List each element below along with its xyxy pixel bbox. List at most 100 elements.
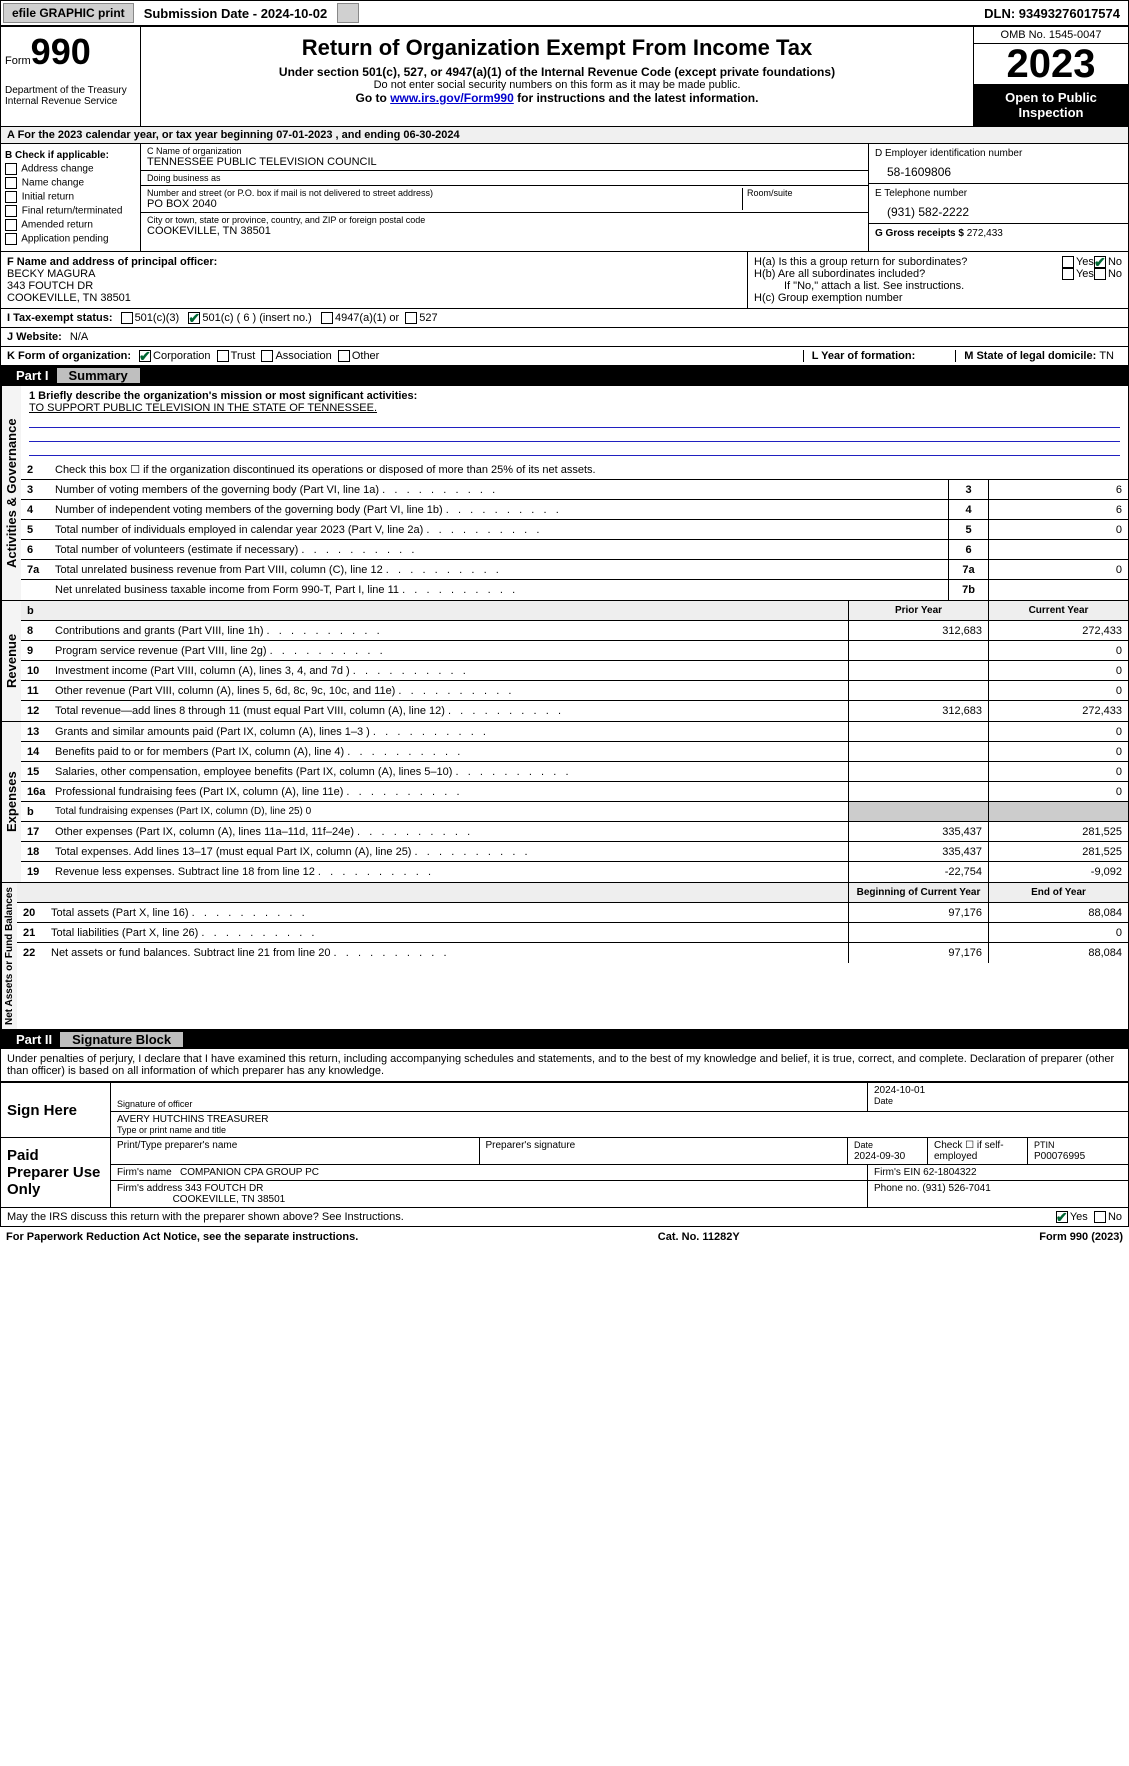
application-pending-label: Application pending	[21, 234, 108, 245]
firm-ein: 62-1804322	[923, 1167, 976, 1178]
org-name-label: C Name of organization	[147, 146, 862, 156]
prep-selfemp: Check ☐ if self-employed	[928, 1138, 1028, 1164]
footer-center: Cat. No. 11282Y	[658, 1231, 740, 1243]
501c-checkbox[interactable]	[188, 312, 200, 324]
city-label: City or town, state or province, country…	[147, 215, 862, 225]
name-change-label: Name change	[22, 178, 84, 189]
other-checkbox[interactable]	[338, 350, 350, 362]
501c3-label: 501(c)(3)	[135, 312, 180, 324]
net-vlabel: Net Assets or Fund Balances	[1, 883, 17, 1029]
sig-date: 2024-10-01	[874, 1085, 1122, 1096]
tel-label: E Telephone number	[875, 188, 1122, 199]
governance-vlabel: Activities & Governance	[1, 386, 21, 600]
amended-return-checkbox[interactable]	[5, 219, 17, 231]
527-checkbox[interactable]	[405, 312, 417, 324]
firm-name: COMPANION CPA GROUP PC	[180, 1167, 319, 1178]
tax-exempt-line: I Tax-exempt status: 501(c)(3) 501(c) ( …	[0, 309, 1129, 328]
mission-line1	[29, 414, 1120, 428]
expense-row: bTotal fundraising expenses (Part IX, co…	[21, 802, 1128, 822]
efile-button[interactable]: efile GRAPHIC print	[3, 3, 134, 23]
footer: For Paperwork Reduction Act Notice, see …	[0, 1227, 1129, 1247]
revenue-row: 10Investment income (Part VIII, column (…	[21, 661, 1128, 681]
initial-return-checkbox[interactable]	[5, 191, 17, 203]
begin-year-header: Beginning of Current Year	[848, 883, 988, 902]
hb-no-checkbox[interactable]	[1094, 268, 1106, 280]
part2-title: Signature Block	[60, 1032, 183, 1047]
officer-addr1: 343 FOUTCH DR	[7, 280, 741, 292]
part1-body: Activities & Governance 1 Briefly descri…	[0, 385, 1129, 1030]
address-change-checkbox[interactable]	[5, 163, 17, 175]
corp-label: Corporation	[153, 350, 210, 362]
room-label: Room/suite	[747, 188, 862, 198]
net-row: 22Net assets or fund balances. Subtract …	[17, 943, 1128, 963]
rev-b: b	[21, 605, 51, 617]
final-return-checkbox[interactable]	[5, 205, 17, 217]
prep-sig-label: Preparer's signature	[480, 1138, 849, 1164]
tax-year: 2023	[974, 44, 1128, 84]
ha-no: No	[1108, 256, 1122, 268]
ha-yes: Yes	[1076, 256, 1094, 268]
end-year-header: End of Year	[988, 883, 1128, 902]
hb-label: H(b) Are all subordinates included?	[754, 268, 1062, 280]
gross-value: 272,433	[967, 228, 1003, 239]
open-inspection: Open to Public Inspection	[974, 84, 1128, 126]
addr-label: Number and street (or P.O. box if mail i…	[147, 188, 742, 198]
firm-label: Firm's name	[117, 1167, 172, 1178]
officer-name: BECKY MAGURA	[7, 268, 741, 280]
website-line: J Website: N/A	[0, 328, 1129, 347]
application-pending-checkbox[interactable]	[5, 233, 17, 245]
501c3-checkbox[interactable]	[121, 312, 133, 324]
irs-link[interactable]: www.irs.gov/Form990	[390, 91, 514, 105]
prior-year-header: Prior Year	[848, 601, 988, 620]
final-return-label: Final return/terminated	[22, 206, 123, 217]
net-row: 21Total liabilities (Part X, line 26)0	[17, 923, 1128, 943]
trust-checkbox[interactable]	[217, 350, 229, 362]
hb-no: No	[1108, 268, 1122, 280]
hb-yes-checkbox[interactable]	[1062, 268, 1074, 280]
perjury-text: Under penalties of perjury, I declare th…	[0, 1049, 1129, 1082]
dropdown-button[interactable]	[337, 3, 358, 23]
mission-label: 1 Briefly describe the organization's mi…	[29, 390, 417, 402]
firm-addr2: COOKEVILLE, TN 38501	[173, 1194, 286, 1205]
part1-header: Part I Summary	[0, 366, 1129, 385]
govern-row: Net unrelated business taxable income fr…	[21, 580, 1128, 600]
principal-officer: F Name and address of principal officer:…	[1, 252, 748, 308]
4947-checkbox[interactable]	[321, 312, 333, 324]
sig-date-label: Date	[874, 1096, 1122, 1106]
part2-num: Part II	[8, 1032, 60, 1047]
website-value: N/A	[70, 331, 88, 343]
ein-label: D Employer identification number	[875, 148, 1122, 159]
officer-addr2: COOKEVILLE, TN 38501	[7, 292, 741, 304]
ha-no-checkbox[interactable]	[1094, 256, 1106, 268]
hb-yes: Yes	[1076, 268, 1094, 280]
corp-checkbox[interactable]	[139, 350, 151, 362]
revenue-row: 8Contributions and grants (Part VIII, li…	[21, 621, 1128, 641]
yof-label: L Year of formation:	[812, 350, 916, 362]
signature-block: Sign Here Signature of officer 2024-10-0…	[0, 1082, 1129, 1208]
mission-block: 1 Briefly describe the organization's mi…	[21, 386, 1128, 460]
discuss-no-checkbox[interactable]	[1094, 1211, 1106, 1223]
ptin-label: PTIN	[1034, 1140, 1055, 1150]
name-change-checkbox[interactable]	[5, 177, 17, 189]
dba-label: Doing business as	[147, 173, 862, 183]
goto-pre: Go to	[356, 91, 391, 105]
assoc-label: Association	[275, 350, 331, 362]
dept-label: Department of the Treasury Internal Reve…	[5, 85, 136, 107]
revenue-vlabel: Revenue	[1, 601, 21, 721]
expense-row: 15Salaries, other compensation, employee…	[21, 762, 1128, 782]
govern-row: 5Total number of individuals employed in…	[21, 520, 1128, 540]
revenue-row: 12Total revenue—add lines 8 through 11 (…	[21, 701, 1128, 721]
section-fh: F Name and address of principal officer:…	[0, 252, 1129, 309]
discuss-yes-checkbox[interactable]	[1056, 1211, 1068, 1223]
ha-yes-checkbox[interactable]	[1062, 256, 1074, 268]
expense-row: 17Other expenses (Part IX, column (A), l…	[21, 822, 1128, 842]
other-label: Other	[352, 350, 380, 362]
group-return: H(a) Is this a group return for subordin…	[748, 252, 1128, 308]
assoc-checkbox[interactable]	[261, 350, 273, 362]
firm-addr-label: Firm's address	[117, 1183, 182, 1194]
goto-post: for instructions and the latest informat…	[514, 91, 759, 105]
formorg-label: K Form of organization:	[7, 350, 131, 362]
ein-value: 58-1609806	[875, 159, 1122, 179]
4947-label: 4947(a)(1) or	[335, 312, 399, 324]
mission-text: TO SUPPORT PUBLIC TELEVISION IN THE STAT…	[29, 402, 1120, 414]
